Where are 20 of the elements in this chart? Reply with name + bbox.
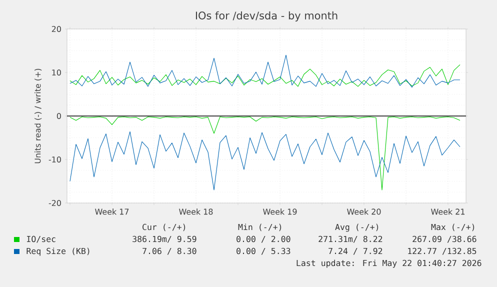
legend-label: IO/sec [27,236,56,243]
line-series [70,116,460,190]
text: 7.24 / 7.92 [328,248,382,255]
text: Cur (-/+) [142,224,186,232]
legend-label: Req Size (KB) [26,248,90,256]
text: 386.19m/ 9.59 [132,236,196,243]
line-series [70,64,460,87]
text: Last update: Fri May 22 01:40:27 2026 [296,260,482,268]
line-series [70,131,460,190]
text: Max (-/+) [431,224,474,232]
text: 7.06 / 8.30 [142,248,196,255]
chart-title: IOs for /dev/sda - by month [196,11,338,22]
text: 271.31m/ 8.22 [318,236,382,243]
line-series [70,54,460,88]
text: Min (-/+) [238,224,282,232]
text: 0.00 / 5.33 [236,248,290,255]
text: 0.00 / 2.00 [236,236,290,243]
text: 267.09 /38.66 [412,236,476,243]
text: Avg (-/+) [335,224,378,232]
text: 122.77 /132.85 [408,248,476,255]
